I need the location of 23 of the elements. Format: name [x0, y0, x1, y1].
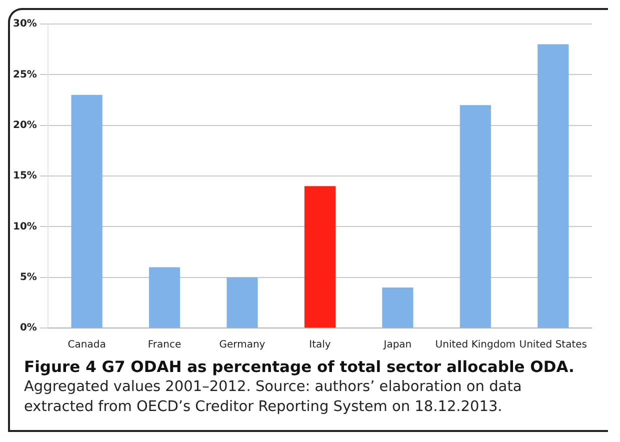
- x-tick-label: Germany: [219, 340, 266, 351]
- bar: [148, 267, 180, 328]
- bar: [71, 94, 102, 328]
- y-tick-label: 25%: [13, 69, 37, 80]
- text: Figure 4 G7 ODAH as percentage of total sector allocable ODA.: [24, 358, 576, 376]
- bar: [382, 287, 414, 328]
- x-tick-label: Italy: [309, 340, 331, 351]
- x-tick-label: United Kingdom: [435, 340, 516, 351]
- y-tick-label: 10%: [13, 221, 37, 232]
- y-tick-label: 15%: [13, 170, 37, 182]
- y-tick-label: 0%: [20, 322, 37, 334]
- x-tick-label: Japan: [382, 340, 412, 351]
- y-tick-label: 20%: [13, 120, 37, 131]
- text: Aggregated values 2001–2012. Source: authors’ elaboration on data extracted from OECD’s Creditor Reporting System on 18.12.2013.: [24, 378, 523, 417]
- bar: [226, 277, 258, 328]
- y-tick-label: 5%: [20, 272, 37, 283]
- x-tick-label: Canada: [68, 340, 106, 351]
- x-tick-label: France: [148, 340, 182, 351]
- bar: [460, 105, 491, 328]
- bar: [304, 186, 336, 328]
- y-tick-label: 30%: [13, 18, 37, 30]
- bar: [538, 44, 569, 328]
- x-tick-label: United States: [519, 340, 587, 351]
